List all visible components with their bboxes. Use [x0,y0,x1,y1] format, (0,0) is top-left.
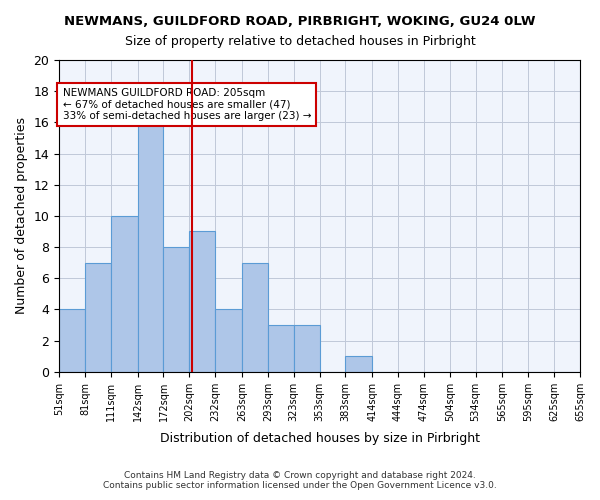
Bar [85,262,111,372]
Bar [137,107,163,372]
Text: NEWMANS, GUILDFORD ROAD, PIRBRIGHT, WOKING, GU24 0LW: NEWMANS, GUILDFORD ROAD, PIRBRIGHT, WOKI… [64,15,536,28]
Bar [163,247,190,372]
Bar [215,310,242,372]
Bar [111,216,137,372]
Text: Contains HM Land Registry data © Crown copyright and database right 2024.
Contai: Contains HM Land Registry data © Crown c… [103,470,497,490]
Bar [294,325,320,372]
X-axis label: Distribution of detached houses by size in Pirbright: Distribution of detached houses by size … [160,432,479,445]
Bar [346,356,372,372]
Bar [268,325,294,372]
Y-axis label: Number of detached properties: Number of detached properties [15,118,28,314]
Bar [190,232,215,372]
Bar [59,310,85,372]
Bar [242,262,268,372]
Text: Size of property relative to detached houses in Pirbright: Size of property relative to detached ho… [125,35,475,48]
Text: NEWMANS GUILDFORD ROAD: 205sqm
← 67% of detached houses are smaller (47)
33% of : NEWMANS GUILDFORD ROAD: 205sqm ← 67% of … [62,88,311,122]
